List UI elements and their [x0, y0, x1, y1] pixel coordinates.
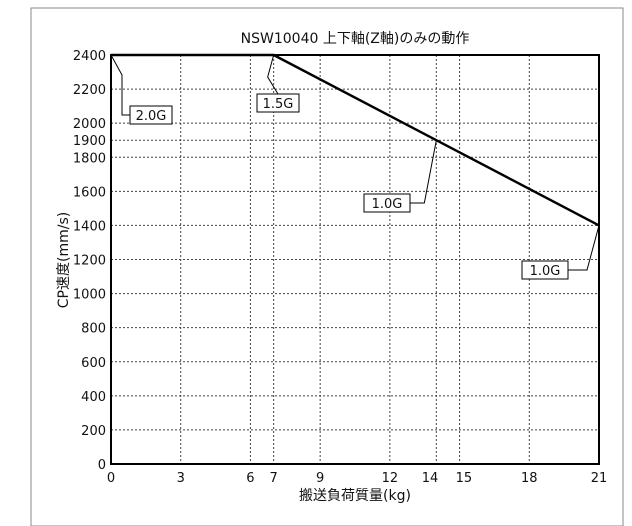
x-tick-label: 15: [456, 471, 473, 486]
callout-box: [129, 105, 173, 125]
y-tick-label: 2000: [73, 117, 106, 132]
x-tick-label: 9: [316, 471, 324, 486]
x-tick-label: 18: [521, 471, 538, 486]
y-tick-label: 600: [81, 356, 106, 371]
x-axis-ticks: 0 3 6 7 9 12 14 15 18 21: [107, 471, 607, 486]
y-tick-label: 0: [98, 458, 106, 473]
annotations: 2.0G 1.5G 1.0G 1.0G: [110, 54, 600, 280]
plot-area-border: [110, 54, 600, 465]
x-tick-label: 21: [591, 471, 608, 486]
x-axis-label: 搬送負荷質量(kg): [299, 488, 411, 504]
y-axis-label: CP速度(mm/s): [56, 212, 72, 308]
callout-label: 1.5G: [263, 97, 294, 112]
y-tick-label: 1800: [73, 151, 106, 166]
callout-leader: [568, 225, 600, 271]
annotation-callout: 2.0G: [110, 54, 173, 125]
annotation-callout: 1.0G: [363, 140, 437, 213]
y-tick-label: 200: [81, 424, 106, 439]
x-tick-label: 12: [382, 471, 399, 486]
x-tick-label: 14: [422, 471, 439, 486]
x-tick-label: 3: [177, 471, 185, 486]
y-tick-label: 400: [81, 390, 106, 405]
y-tick-label: 1600: [73, 185, 106, 200]
callout-box: [521, 260, 569, 280]
y-tick-label: 1000: [73, 288, 106, 303]
y-tick-label: 2400: [73, 49, 106, 64]
y-tick-label: 1200: [73, 254, 106, 269]
x-tick-label: 6: [246, 471, 254, 486]
chart-title: NSW10040 上下軸(Z軸)のみの動作: [241, 31, 470, 47]
y-tick-label: 1900: [73, 134, 106, 149]
callout-label: 2.0G: [136, 109, 167, 124]
y-tick-label: 800: [81, 322, 106, 337]
y-axis-ticks: 0 200 400 600 800 1000 1200 1400 1600 1800 1900 200…: [73, 49, 106, 473]
callout-leader: [410, 140, 437, 204]
callout-box: [256, 93, 300, 113]
callout-label: 1.0G: [530, 264, 561, 279]
annotation-callout: 1.5G: [256, 54, 300, 113]
callout-leader: [267, 54, 279, 95]
x-tick-label: 7: [270, 471, 278, 486]
y-tick-label: 2200: [73, 83, 106, 98]
y-tick-label: 1400: [73, 219, 106, 234]
callout-box: [363, 193, 411, 213]
callout-label: 1.0G: [372, 197, 403, 212]
callout-leader: [110, 54, 130, 116]
x-tick-label: 0: [107, 471, 115, 486]
grid: [111, 55, 599, 464]
annotation-callout: 1.0G: [521, 225, 600, 280]
